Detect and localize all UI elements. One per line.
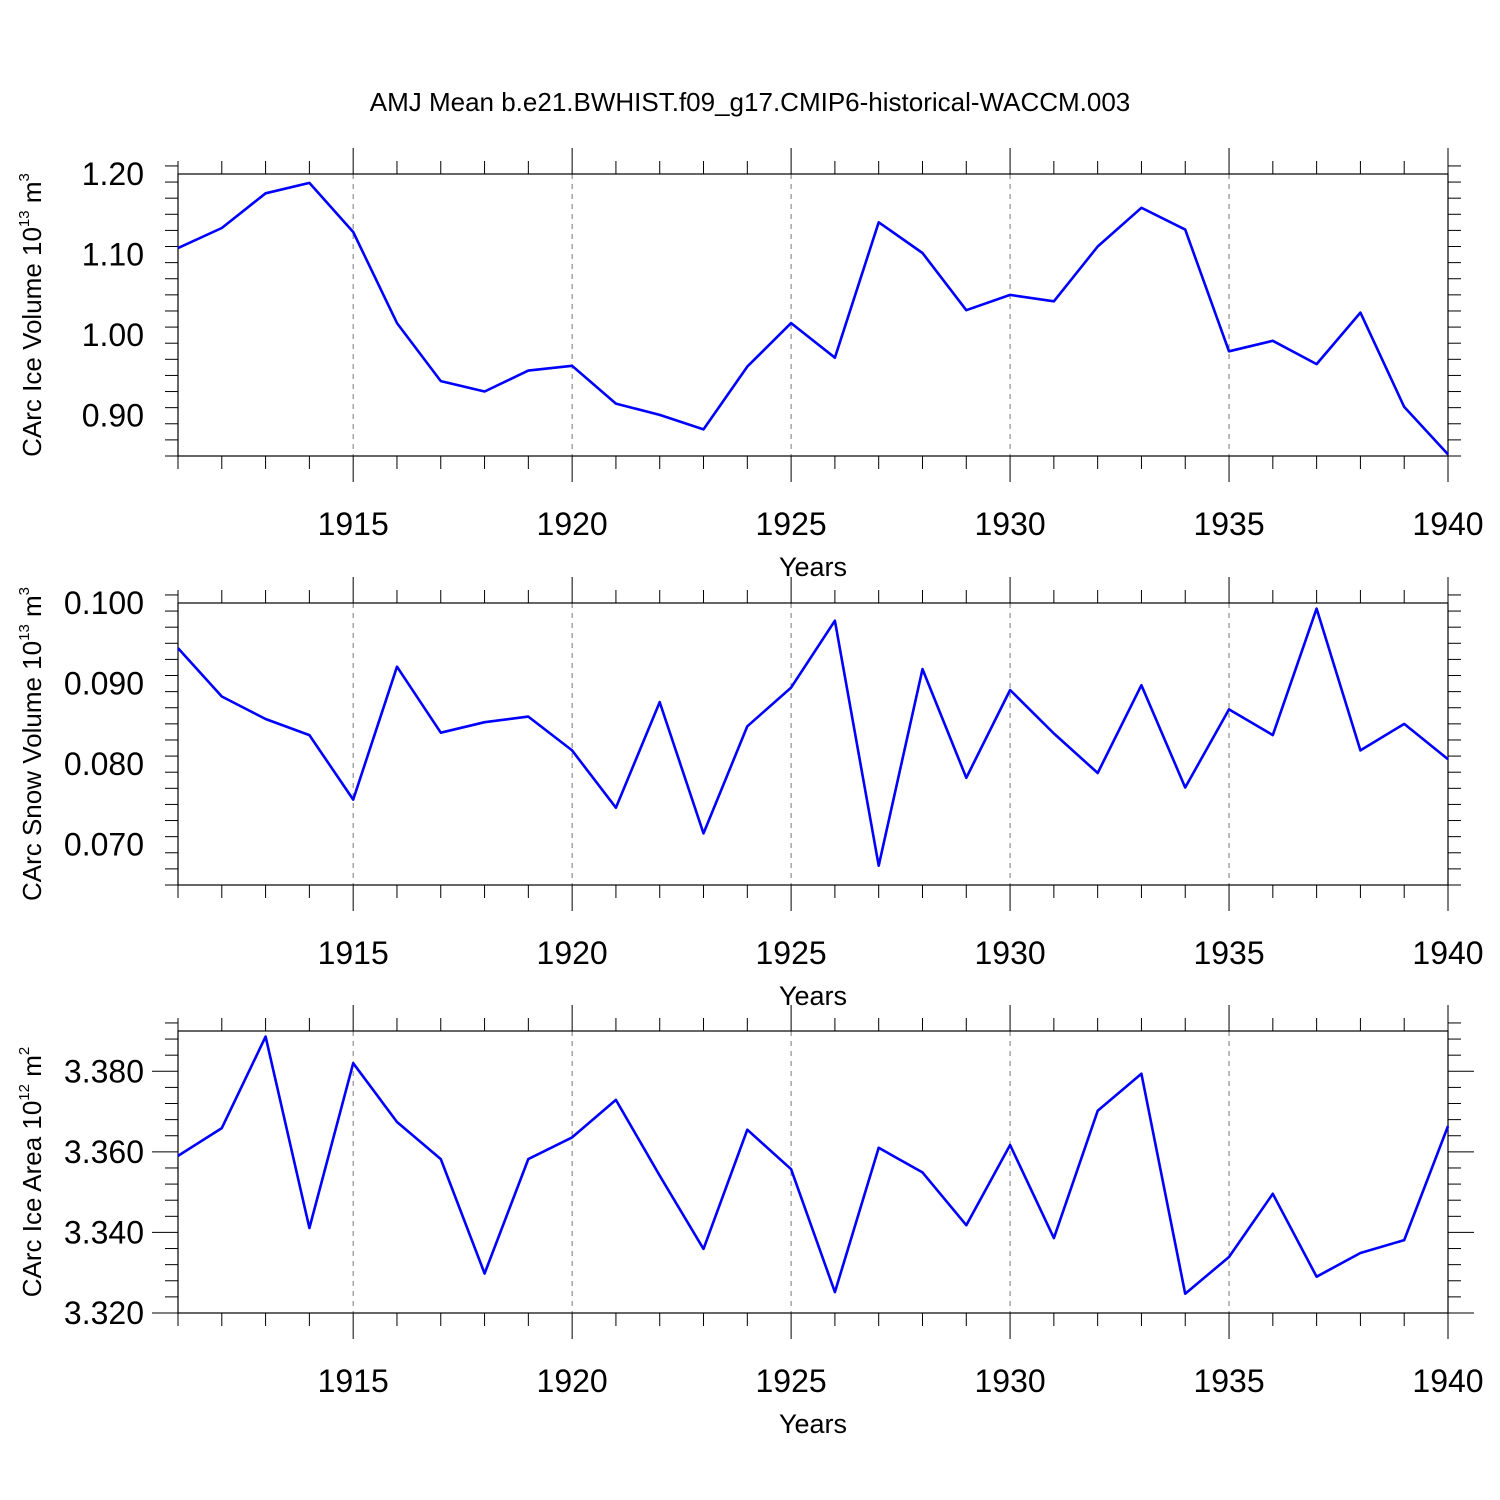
x-tick-label: 1915	[318, 506, 389, 542]
y-tick-label: 0.070	[64, 827, 144, 863]
chart-panel-3: 3.320 3.340 3.360 3.380 1915 1920 1925 1930 1935…	[16, 1005, 1484, 1439]
y-tick-label: 1.00	[82, 317, 144, 353]
x-tick-label: 1935	[1193, 935, 1264, 971]
y-tick-label: 0.90	[82, 398, 144, 434]
x-tick-label: 1915	[318, 1363, 389, 1399]
x-tick-label: 1925	[756, 506, 827, 542]
chart-panel-1: 0.90 1.00 1.10 1.20 1915 1920 1925 1930 1935 1940…	[16, 148, 1484, 582]
x-axis-label: Years	[779, 1409, 847, 1439]
x-axis-label: Years	[779, 981, 847, 1011]
plot-frame	[177, 1030, 1449, 1314]
x-tick-label: 1940	[1412, 506, 1483, 542]
x-tick-label: 1930	[974, 506, 1045, 542]
chart-title: AMJ Mean b.e21.BWHIST.f09_g17.CMIP6-hist…	[370, 87, 1131, 117]
series-line	[177, 607, 1449, 868]
plot-frame	[177, 173, 1449, 457]
x-tick-label: 1920	[537, 1363, 608, 1399]
y-axis-label: CArc Snow Volume 1013 m3	[16, 587, 47, 901]
y-tick-label: 3.320	[64, 1295, 144, 1331]
x-tick-label: 1935	[1193, 506, 1264, 542]
x-tick-label: 1925	[756, 935, 827, 971]
series-line	[177, 1035, 1450, 1295]
x-tick-label: 1915	[318, 935, 389, 971]
plot-frame	[177, 602, 1449, 886]
y-tick-label: 3.340	[64, 1214, 144, 1250]
y-axis-label: CArc Ice Area 1012 m2	[16, 1047, 47, 1297]
x-tick-label: 1920	[537, 935, 608, 971]
y-tick-label: 3.380	[64, 1053, 144, 1089]
y-tick-label: 3.360	[64, 1134, 144, 1170]
chart-panel-2: 0.070 0.080 0.090 0.100 1915 1920 1925 1930 1935…	[16, 577, 1484, 1011]
y-tick-label: 1.20	[82, 156, 144, 192]
x-tick-label: 1935	[1193, 1363, 1264, 1399]
x-tick-label: 1930	[974, 935, 1045, 971]
x-tick-label: 1940	[1412, 1363, 1483, 1399]
series-line	[177, 181, 1449, 456]
y-tick-label: 0.100	[64, 585, 144, 621]
y-axis-label: CArc Ice Volume 1013 m3	[16, 173, 47, 457]
y-tick-label: 0.090	[64, 666, 144, 702]
x-axis-label: Years	[779, 552, 847, 582]
x-tick-label: 1940	[1412, 935, 1483, 971]
x-tick-label: 1930	[974, 1363, 1045, 1399]
panels: 0.90 1.00 1.10 1.20 1915 1920 1925 1930 1935 1940…	[16, 148, 1484, 1439]
y-tick-label: 0.080	[64, 746, 144, 782]
x-tick-label: 1925	[756, 1363, 827, 1399]
y-tick-label: 1.10	[82, 237, 144, 273]
x-tick-label: 1920	[537, 506, 608, 542]
